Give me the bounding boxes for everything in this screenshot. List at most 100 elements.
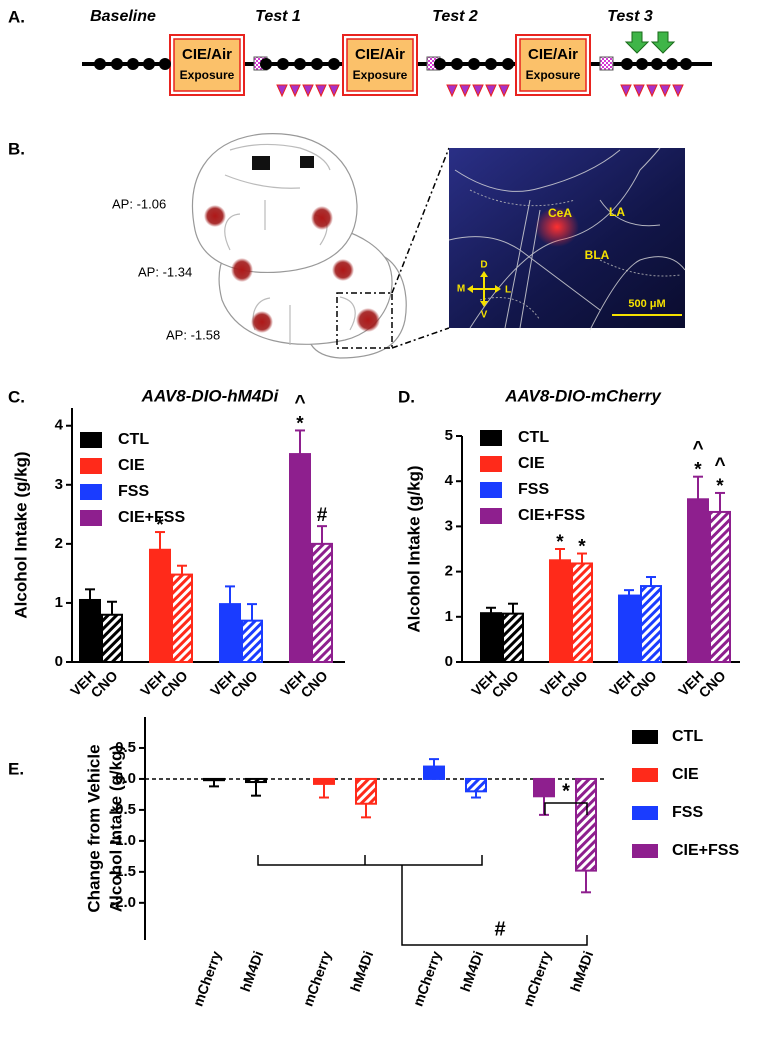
x-tick-label: mCherry (300, 949, 335, 1009)
zoom-line (391, 327, 450, 349)
bar (101, 613, 123, 664)
box-text: CIE/Air (182, 46, 232, 63)
region-label: BLA (585, 248, 610, 262)
legend-swatch (632, 806, 658, 820)
zoom-line (391, 147, 450, 294)
bar (575, 777, 597, 872)
chart-title: AAV8-DIO-hM4Di (141, 386, 280, 405)
arrow (624, 31, 650, 54)
direction-label: V (481, 310, 488, 321)
dot (111, 58, 123, 70)
panel-b: B. AP: -1.06 AP: -1.34 AP: -1.58 (8, 133, 686, 359)
direction-label: D (480, 260, 487, 271)
significance-marker: ^ (714, 455, 725, 476)
direction-label: M (457, 284, 465, 295)
legend-swatch (632, 730, 658, 744)
x-tick-label: CNO (695, 667, 728, 700)
legend-swatch (480, 508, 502, 524)
injection-sites (204, 205, 380, 333)
dot (651, 58, 663, 70)
histology-image (448, 147, 686, 331)
legend-label: CIE (672, 766, 699, 783)
x-tick-label: mCherry (410, 949, 445, 1009)
y-tick-label: 4 (55, 417, 64, 434)
x-tick-label: CNO (87, 667, 120, 700)
significance-marker: * (556, 532, 564, 553)
chart-title: AAV8-DIO-mCherry (504, 386, 662, 405)
panel-label: D. (398, 387, 415, 406)
triangle (472, 84, 484, 98)
bar (502, 612, 524, 663)
legend-swatch (80, 432, 102, 448)
exposure-box-inner (519, 38, 587, 92)
y-tick-label: 0 (55, 653, 63, 670)
y-axis-label: Alcohol Intake (g/kg) (11, 451, 30, 618)
bar (289, 453, 311, 664)
significance-marker: * (296, 413, 304, 434)
legend-label: FSS (518, 481, 549, 498)
y-tick-label: 3 (55, 476, 63, 493)
legend-swatch (632, 844, 658, 858)
legend-label: CIE+FSS (672, 842, 739, 859)
legend-swatch (632, 768, 658, 782)
bar (245, 777, 267, 784)
panel-label: B. (8, 139, 25, 158)
bar (687, 498, 709, 663)
dot (328, 58, 340, 70)
panel-label: C. (8, 387, 25, 406)
dot (636, 58, 648, 70)
y-tick-label: 0.0 (115, 770, 136, 787)
dot (434, 58, 446, 70)
x-tick-label: CNO (157, 667, 190, 700)
y-tick-label: 3 (445, 517, 453, 534)
triangle (646, 84, 658, 98)
x-tick-label: hM4Di (347, 949, 376, 994)
significance-marker: * (716, 476, 724, 497)
significance-marker: ^ (692, 439, 703, 460)
triangle (315, 84, 327, 98)
dot (451, 58, 463, 70)
bar (618, 594, 640, 664)
bracket (544, 802, 588, 815)
triangle (328, 84, 340, 98)
bracket (257, 855, 588, 946)
triangle (672, 84, 684, 98)
bar (241, 619, 263, 664)
region-label: CeA (548, 206, 572, 220)
x-tick-label: CNO (626, 667, 659, 700)
dot (502, 58, 514, 70)
y-tick-label: 2 (55, 535, 63, 552)
bar (355, 777, 377, 805)
y-tick-label: 0 (445, 653, 453, 670)
bar (571, 562, 593, 663)
dot (621, 58, 633, 70)
legend-swatch (80, 484, 102, 500)
y-tick-label: 1 (445, 608, 453, 625)
y-tick-label: 4 (445, 472, 454, 489)
bar (311, 542, 333, 664)
legend-label: CIE+FSS (118, 509, 185, 526)
bar (79, 598, 101, 663)
dot (277, 58, 289, 70)
ap-label: AP: -1.06 (112, 196, 166, 211)
timeline-marks: CIE/Air Exposure CIE/Air Exposure CIE/Air Exp… (94, 31, 692, 98)
legend-swatch (80, 510, 102, 526)
box-text: Exposure (526, 68, 581, 82)
bracket-label: * (562, 780, 570, 802)
y-tick-label: 2 (445, 563, 453, 580)
y-axis-label: Alcohol Intake (g/kg) (106, 745, 125, 912)
panel-label: E. (8, 759, 24, 778)
ap-label: AP: -1.58 (166, 327, 220, 342)
exposure-box-inner (346, 38, 414, 92)
dot (485, 58, 497, 70)
legend-swatch (480, 456, 502, 472)
y-tick-label: 0.5 (115, 739, 136, 756)
dot (260, 58, 272, 70)
x-tick-label: CNO (488, 667, 521, 700)
x-tick-label: CNO (227, 667, 260, 700)
phase-label: Test 1 (255, 8, 301, 25)
bar (465, 777, 487, 793)
pink-box (599, 56, 614, 71)
dot (94, 58, 106, 70)
